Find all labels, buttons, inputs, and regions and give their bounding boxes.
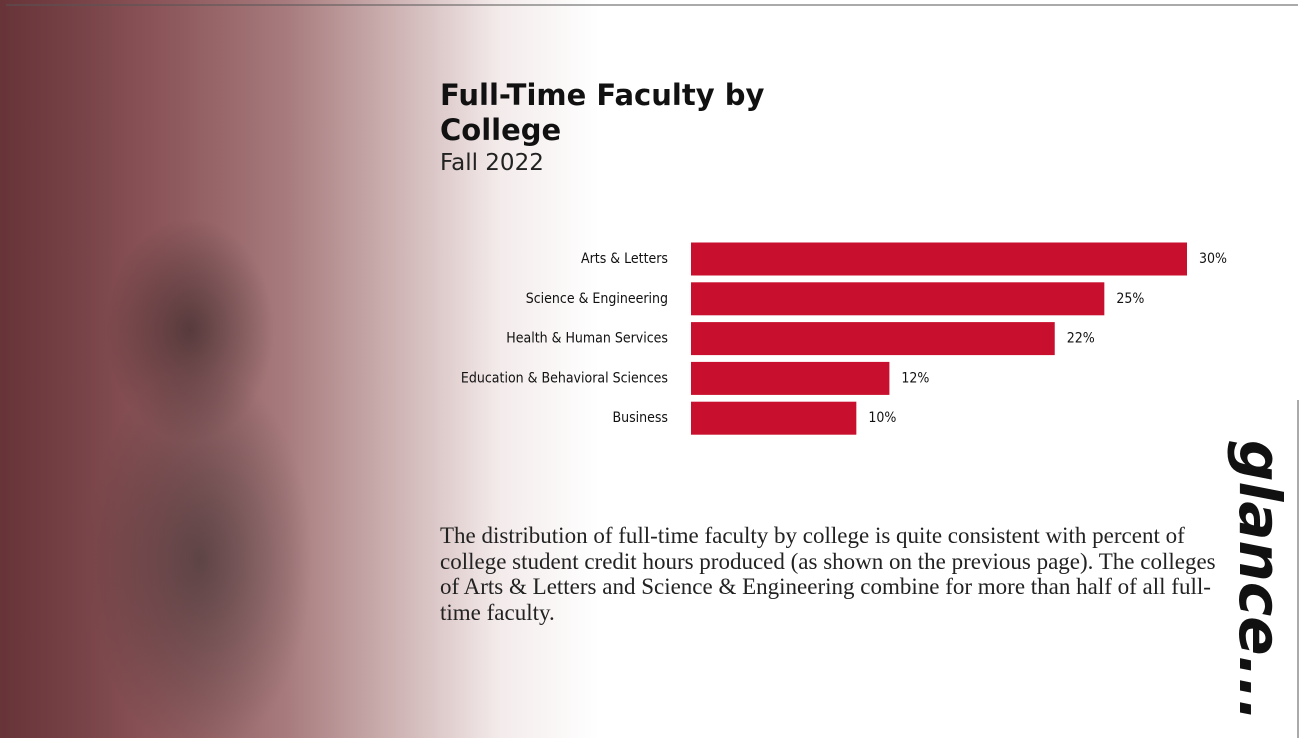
value-label: 10% <box>868 410 896 426</box>
category-label: Education & Behavioral Sciences <box>461 370 668 386</box>
chart-title: Full-Time Faculty by College <box>440 78 765 147</box>
category-label: Business <box>612 410 668 426</box>
side-text: glance... <box>1226 440 1294 722</box>
chart-subtitle: Fall 2022 <box>440 150 544 176</box>
category-label: Arts & Letters <box>581 251 668 267</box>
background-photo <box>0 0 560 738</box>
bar <box>691 282 1105 316</box>
bar <box>691 361 890 395</box>
value-label: 25% <box>1116 291 1144 307</box>
value-label: 22% <box>1067 331 1095 347</box>
value-label: 12% <box>901 370 929 386</box>
description: The distribution of full-time faculty by… <box>440 523 1216 625</box>
bar <box>691 322 1055 356</box>
bar <box>691 242 1187 276</box>
category-label: Science & Engineering <box>526 291 668 307</box>
category-label: Health & Human Services <box>506 331 668 347</box>
value-label: 30% <box>1199 251 1227 267</box>
bar <box>691 401 857 435</box>
